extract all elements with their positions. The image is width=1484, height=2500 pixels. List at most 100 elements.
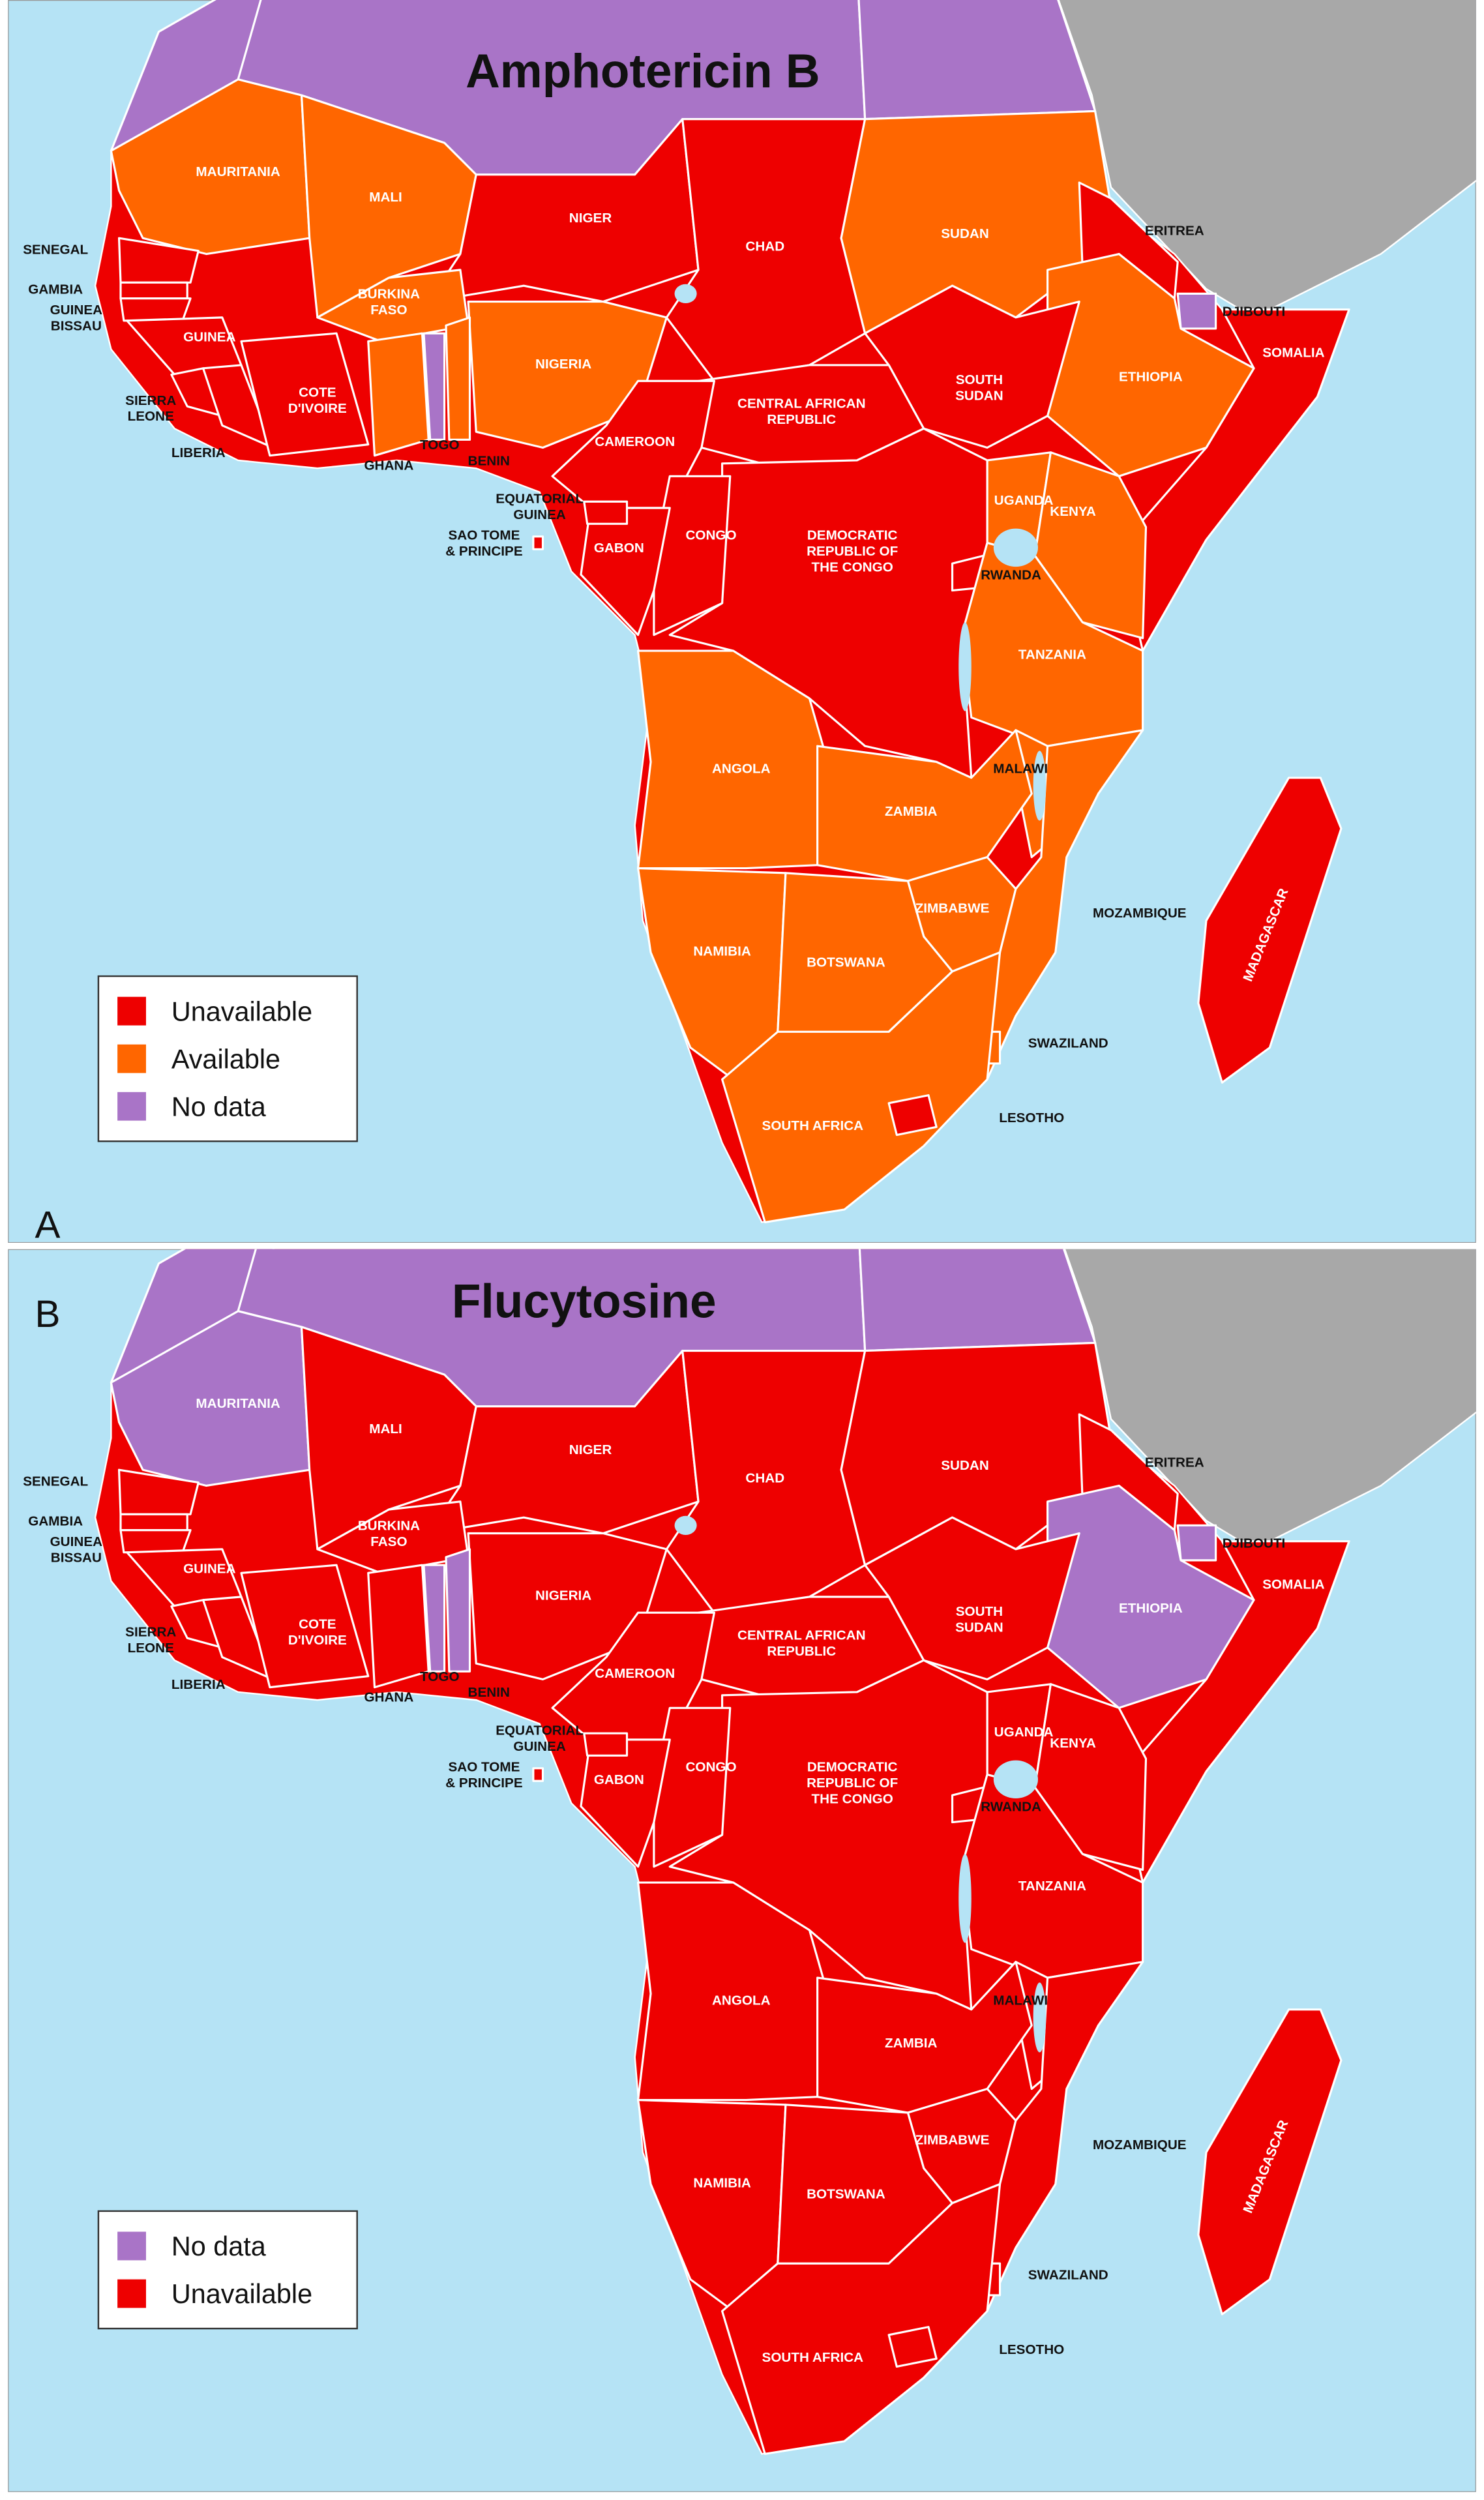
country-shape <box>367 332 430 457</box>
country-label: EQUATORIAL GUINEA <box>496 1723 584 1754</box>
country-label-line: UGANDA <box>994 493 1054 508</box>
country-label: NIGERIA <box>535 1588 591 1603</box>
country-shape <box>316 1500 469 1574</box>
country-label: GUINEA BISSAU <box>50 303 103 333</box>
country-label-line: ZIMBABWE <box>915 2133 990 2148</box>
country-label-line: BURKINA <box>358 287 420 302</box>
legend-swatch <box>117 996 146 1026</box>
country-label: RWANDA <box>981 568 1041 583</box>
country-label-line: BENIN <box>468 1685 510 1700</box>
country-label-line: NAMIBIA <box>693 944 751 959</box>
country-label: NAMIBIA <box>693 944 751 959</box>
legend-label: No data <box>171 2231 267 2261</box>
country-label-line: SOMALIA <box>1262 1577 1324 1592</box>
country-label-line: SIERRA <box>125 393 176 408</box>
country-label-line: DEMOCRATIC <box>807 528 898 543</box>
country-label-line: GABON <box>594 541 644 556</box>
map-panel: MAURITANIA MALI NIGER CHAD SUDAN ERITREA DJIBO… <box>8 0 1476 1243</box>
country-shape <box>1197 777 1343 1084</box>
country-label-line: & PRINCIPE <box>445 544 522 559</box>
country-label: COTE D'IVOIRE <box>288 385 347 416</box>
country-label-line: MOZAMBIQUE <box>1093 2137 1187 2152</box>
country-label-line: REPUBLIC <box>767 412 836 427</box>
country-label: TOGO <box>420 438 460 453</box>
country-label-line: DJIBOUTI <box>1223 304 1286 319</box>
country-label-line: COTE <box>299 385 336 400</box>
lake-chad <box>674 1515 697 1535</box>
country-label: LESOTHO <box>999 1110 1064 1125</box>
lake-chad <box>674 284 697 303</box>
country-label: ZAMBIA <box>885 804 937 819</box>
country-label-line: CONGO <box>685 1760 736 1775</box>
country-label-line: & PRINCIPE <box>445 1776 522 1791</box>
country-label-line: SUDAN <box>955 388 1003 403</box>
country-label-line: MAURITANIA <box>196 1396 280 1411</box>
country-label: GAMBIA <box>28 282 83 297</box>
country-label-line: SENEGAL <box>23 243 88 258</box>
country-label-line: SUDAN <box>955 1620 1003 1635</box>
country-label-line: CAMEROON <box>595 434 675 449</box>
country-label: BURKINA FASO <box>358 1519 420 1549</box>
legend-swatch <box>117 1092 146 1121</box>
country-label-line: GUINEA <box>50 1534 103 1549</box>
country-shape <box>240 1564 370 1689</box>
country-label: GABON <box>594 1772 644 1787</box>
country-label: ANGOLA <box>712 762 771 777</box>
country-label: DJIBOUTI <box>1223 304 1286 319</box>
country-label: MAURITANIA <box>196 164 280 179</box>
country-label: SENEGAL <box>23 1474 88 1489</box>
country-label-line: FASO <box>370 1534 407 1549</box>
country-label: GHANA <box>364 1690 413 1705</box>
country-label-line: GAMBIA <box>28 282 83 297</box>
country-shape <box>117 1468 200 1515</box>
lake-victoria <box>993 528 1038 567</box>
lake-tanganyika <box>958 1854 972 1943</box>
north-africa-shape <box>857 0 1097 121</box>
country-label: LIBERIA <box>171 445 226 460</box>
country-label-line: NIGERIA <box>535 357 591 372</box>
country-label-line: TOGO <box>420 438 460 453</box>
country-label-line: GAMBIA <box>28 1513 83 1528</box>
country-label: SUDAN <box>941 1458 989 1473</box>
country-label-line: MOZAMBIQUE <box>1093 906 1187 921</box>
country-label-line: FASO <box>370 303 407 318</box>
country-shape <box>300 94 477 319</box>
country-label-line: GHANA <box>364 458 413 473</box>
country-label: CHAD <box>745 1471 784 1486</box>
country-label: ERITREA <box>1145 223 1204 238</box>
country-label: NIGER <box>569 211 612 226</box>
country-shape <box>1176 292 1217 330</box>
panel-title: Amphotericin B <box>466 45 820 98</box>
country-shape <box>583 500 629 525</box>
country-label-line: LESOTHO <box>999 2342 1064 2357</box>
country-label-line: DEMOCRATIC <box>807 1760 898 1775</box>
country-label-line: ZIMBABWE <box>915 901 990 916</box>
country-label-line: LEONE <box>128 409 174 424</box>
country-label-line: LIBERIA <box>171 445 226 460</box>
country-label-line: SWAZILAND <box>1028 1036 1108 1051</box>
country-label: SWAZILAND <box>1028 2268 1108 2283</box>
country-label: CAMEROON <box>595 1666 675 1681</box>
country-label-line: SUDAN <box>941 1458 989 1473</box>
lake-victoria <box>993 1760 1038 1799</box>
country-label-line: NAMIBIA <box>693 2175 751 2190</box>
country-label-line: SOUTH <box>956 1604 1003 1619</box>
country-label-line: BENIN <box>468 453 510 468</box>
country-label: COTE D'IVOIRE <box>288 1617 347 1648</box>
country-label: CENTRAL AFRICAN REPUBLIC <box>737 1628 866 1659</box>
country-label-line: GABON <box>594 1772 644 1787</box>
country-label-line: REPUBLIC <box>767 1644 836 1659</box>
country-label-line: BISSAU <box>51 1550 102 1565</box>
country-label: UGANDA <box>994 493 1054 508</box>
legend-label: Unavailable <box>171 2279 312 2309</box>
country-label-line: BOTSWANA <box>807 955 885 970</box>
country-shape <box>720 951 1002 1223</box>
country-shape <box>887 2326 938 2368</box>
country-label-line: D'IVOIRE <box>288 401 347 416</box>
country-label: SOMALIA <box>1262 1577 1324 1592</box>
country-label: GUINEA <box>183 329 236 344</box>
country-shape <box>532 1767 544 1782</box>
country-label: SAO TOME & PRINCIPE <box>445 528 522 559</box>
country-label: TANZANIA <box>1018 1879 1086 1894</box>
country-label-line: ERITREA <box>1145 223 1204 238</box>
